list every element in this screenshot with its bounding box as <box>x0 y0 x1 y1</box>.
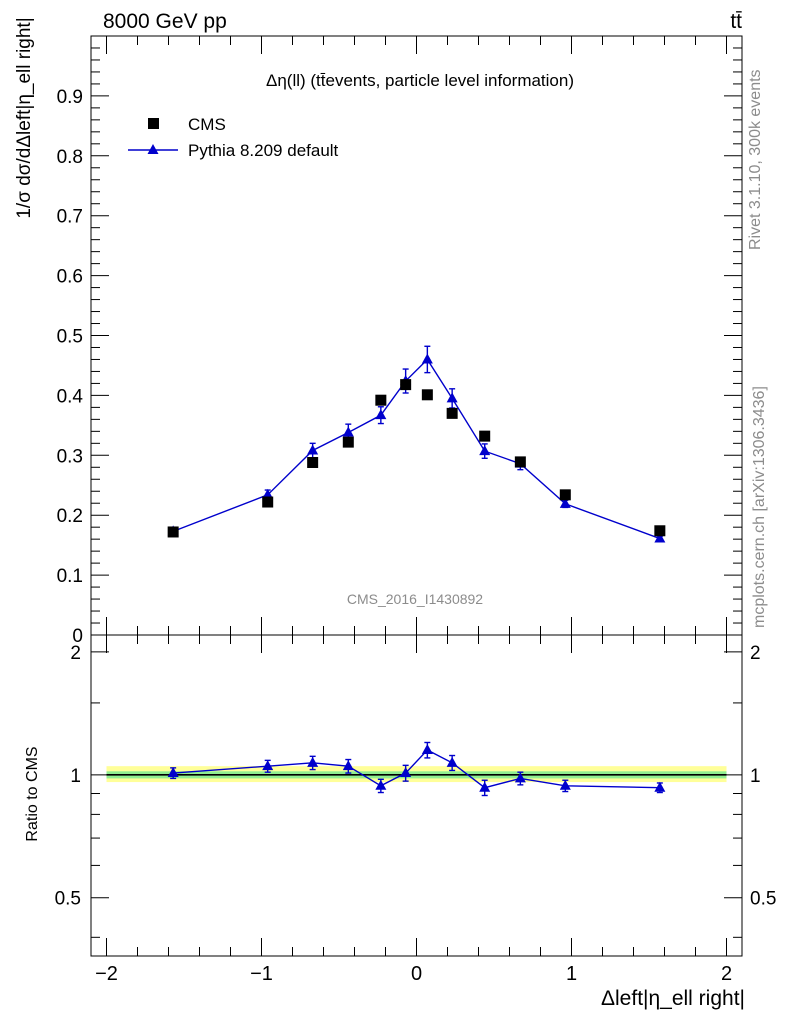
legend-pythia-marker <box>147 144 159 154</box>
main-ytick-label: 0.2 <box>57 506 83 527</box>
ratio-pythia-point <box>342 760 354 771</box>
cms-point <box>479 430 491 442</box>
pythia-point <box>559 497 571 508</box>
ratio-frame <box>90 634 743 957</box>
ratio-pythia-line <box>173 749 660 789</box>
pythia-point <box>262 488 274 499</box>
main-panel: 0.1 0.2 0.3 0.4 0.5 0.6 0.7 0.8 0.9 0 CMS Pythia 8.… <box>57 35 743 647</box>
cms-point <box>167 526 179 538</box>
main-ytick-label: 0.3 <box>57 446 83 467</box>
ratio-pythia-point <box>400 767 412 778</box>
ratio-pythia-point <box>421 744 433 755</box>
cms-point <box>421 389 433 401</box>
pythia-line <box>172 358 661 540</box>
cms-point <box>514 456 526 468</box>
ratio-ytick-label: 2 <box>70 643 81 664</box>
main-ytick-label: 0.5 <box>57 327 83 348</box>
main-ytick-label: 0.6 <box>57 267 83 288</box>
ratio-pythia-point <box>262 760 274 771</box>
pythia-point <box>375 409 387 420</box>
legend-cms-label: CMS <box>188 115 226 134</box>
cms-point <box>342 436 354 448</box>
ratio-xtick-label: −1 <box>250 963 273 985</box>
cms-point <box>262 496 274 508</box>
cms-point <box>375 394 387 406</box>
ratio-ytick-label: 1 <box>70 766 81 787</box>
ratio-ytick-label-right: 0.5 <box>750 889 776 910</box>
cms-point <box>307 456 319 468</box>
main-ytick-label: 0.7 <box>57 207 83 228</box>
rivet-label: Rivet 3.1.10, 300k events <box>747 69 764 250</box>
header-right: tt̄ <box>730 10 742 33</box>
ratio-xtick-label: −2 <box>95 963 118 985</box>
pythia-point <box>421 353 433 364</box>
ratio-ytick-label: 0.5 <box>55 889 81 910</box>
ratio-xtick-label: 2 <box>721 963 732 985</box>
ratio-pythia-point <box>307 756 319 767</box>
main-ytick-label: 0.9 <box>57 87 83 108</box>
main-ytick-label: 0.8 <box>57 147 83 168</box>
main-ytick-label: 0.1 <box>57 566 83 587</box>
pythia-point <box>342 426 354 437</box>
ratio-pythia-point <box>479 781 491 792</box>
plot-title: Δη(ll) (tt̄events, particle level inform… <box>266 71 574 90</box>
cms-point <box>446 407 458 419</box>
ratio-ytick-label-right: 2 <box>750 643 761 664</box>
cms-point <box>400 379 412 391</box>
y-axis-label: 1/σ dσ/dΔleft|η_ell right| <box>14 17 35 218</box>
ratio-ytick-label-right: 1 <box>750 766 761 787</box>
ratio-panel: 0.5 0.5 1 1 2 2 −2 −1 0 1 2 <box>55 634 776 985</box>
ratio-xtick-label: 1 <box>566 963 577 985</box>
pythia-point <box>446 392 458 403</box>
legend-cms-marker <box>148 118 159 129</box>
main-ytick-label-zero: 0 <box>72 626 83 647</box>
ratio-pythia-point <box>514 772 526 783</box>
x-axis-label: Δleft|η_ell right| <box>601 987 745 1010</box>
main-ytick-label: 0.4 <box>57 386 84 407</box>
labels: 8000 GeV pp tt̄ Rivet 3.1.10, 300k event… <box>14 10 768 1010</box>
ratio-pythia-point <box>446 756 458 767</box>
ratio-pythia-point <box>559 779 571 790</box>
analysis-watermark: CMS_2016_I1430892 <box>347 591 483 607</box>
ratio-y-axis-label: Ratio to CMS <box>24 746 41 841</box>
cms-point <box>559 489 571 501</box>
pythia-point <box>654 532 666 543</box>
mcplots-label: mcplots.cern.ch [arXiv:1306.3436] <box>751 386 768 628</box>
ratio-pythia-point <box>375 779 387 790</box>
header-left: 8000 GeV pp <box>103 10 227 33</box>
pythia-point <box>479 445 491 456</box>
legend-pythia-label: Pythia 8.209 default <box>188 141 339 160</box>
ratio-pythia-point <box>654 781 666 792</box>
pythia-point <box>307 444 319 455</box>
cms-point <box>654 525 666 537</box>
ratio-pythia-point <box>167 767 179 778</box>
ratio-xtick-label: 0 <box>411 963 422 985</box>
